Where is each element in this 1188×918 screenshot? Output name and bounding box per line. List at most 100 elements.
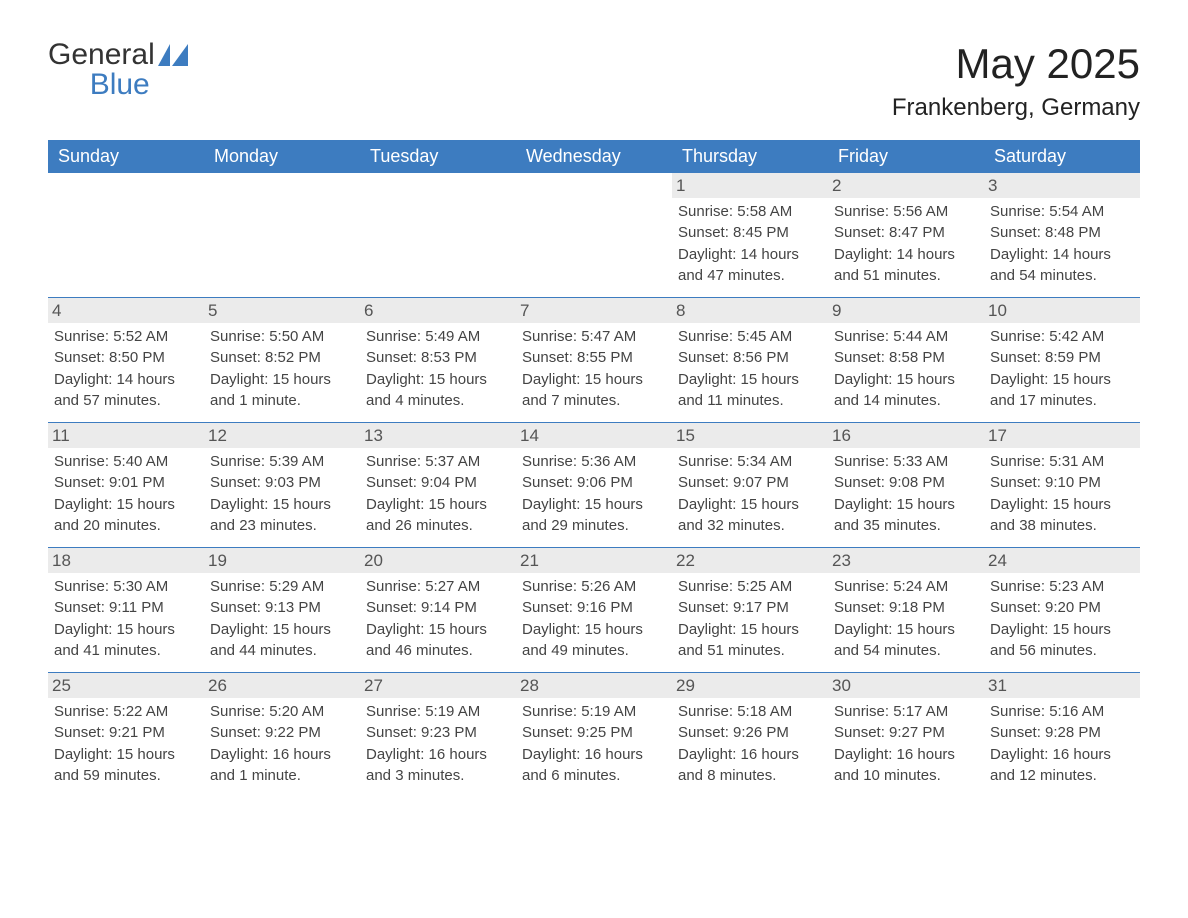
daylight-text-1: Daylight: 15 hours — [210, 620, 354, 640]
day-number: 26 — [204, 673, 360, 698]
day-cell: 25 Sunrise: 5:22 AMSunset: 9:21 PMDayligh… — [48, 673, 204, 797]
daylight-text-1: Daylight: 15 hours — [678, 495, 822, 515]
day-details: Sunrise: 5:45 AMSunset: 8:56 PMDaylight:… — [678, 327, 822, 412]
day-number: 21 — [516, 548, 672, 573]
month-title: May 2025 — [892, 40, 1140, 88]
day-cell: 26 Sunrise: 5:20 AMSunset: 9:22 PMDayligh… — [204, 673, 360, 797]
day-details: Sunrise: 5:42 AMSunset: 8:59 PMDaylight:… — [990, 327, 1134, 412]
day-cell — [48, 173, 204, 297]
day-details: Sunrise: 5:50 AMSunset: 8:52 PMDaylight:… — [210, 327, 354, 412]
day-number: 25 — [48, 673, 204, 698]
day-number: 29 — [672, 673, 828, 698]
sunset-text: Sunset: 9:20 PM — [990, 598, 1134, 618]
day-cell: 7Sunrise: 5:47 AMSunset: 8:55 PMDaylight… — [516, 298, 672, 422]
daylight-text-1: Daylight: 15 hours — [210, 495, 354, 515]
daylight-text-2: and 10 minutes. — [834, 766, 978, 786]
day-number: 3 — [984, 173, 1140, 198]
daylight-text-2: and 35 minutes. — [834, 516, 978, 536]
brand-word-1: General — [48, 38, 155, 71]
day-number: 6 — [360, 298, 516, 323]
sunset-text: Sunset: 8:58 PM — [834, 348, 978, 368]
sunrise-text: Sunrise: 5:34 AM — [678, 452, 822, 472]
sunrise-text: Sunrise: 5:30 AM — [54, 577, 198, 597]
sunset-text: Sunset: 9:01 PM — [54, 473, 198, 493]
day-details: Sunrise: 5:20 AMSunset: 9:22 PMDaylight:… — [210, 702, 354, 787]
day-details: Sunrise: 5:44 AMSunset: 8:58 PMDaylight:… — [834, 327, 978, 412]
daylight-text-1: Daylight: 15 hours — [54, 495, 198, 515]
day-number: 30 — [828, 673, 984, 698]
daylight-text-2: and 51 minutes. — [678, 641, 822, 661]
daylight-text-1: Daylight: 15 hours — [522, 620, 666, 640]
sunrise-text: Sunrise: 5:54 AM — [990, 202, 1134, 222]
day-number: 5 — [204, 298, 360, 323]
daylight-text-2: and 44 minutes. — [210, 641, 354, 661]
sunset-text: Sunset: 9:07 PM — [678, 473, 822, 493]
weekday-header: Friday — [828, 140, 984, 173]
daylight-text-2: and 3 minutes. — [366, 766, 510, 786]
sunset-text: Sunset: 9:14 PM — [366, 598, 510, 618]
weekday-header: Tuesday — [360, 140, 516, 173]
sunrise-text: Sunrise: 5:49 AM — [366, 327, 510, 347]
daylight-text-1: Daylight: 14 hours — [678, 245, 822, 265]
day-cell: 29 Sunrise: 5:18 AMSunset: 9:26 PMDayligh… — [672, 673, 828, 797]
daylight-text-2: and 56 minutes. — [990, 641, 1134, 661]
day-number: 15 — [672, 423, 828, 448]
sunset-text: Sunset: 9:06 PM — [522, 473, 666, 493]
day-number: 23 — [828, 548, 984, 573]
day-cell: 23Sunrise: 5:24 AMSunset: 9:18 PMDayligh… — [828, 548, 984, 672]
sunset-text: Sunset: 9:11 PM — [54, 598, 198, 618]
day-number: 1 — [672, 173, 828, 198]
day-cell: 5 Sunrise: 5:50 AMSunset: 8:52 PMDaylight… — [204, 298, 360, 422]
day-cell: 14Sunrise: 5:36 AMSunset: 9:06 PMDayligh… — [516, 423, 672, 547]
calendar-body: 1Sunrise: 5:58 AMSunset: 8:45 PMDaylight… — [48, 173, 1140, 797]
daylight-text-1: Daylight: 15 hours — [54, 745, 198, 765]
sunset-text: Sunset: 9:21 PM — [54, 723, 198, 743]
sunrise-text: Sunrise: 5:20 AM — [210, 702, 354, 722]
day-cell: 17Sunrise: 5:31 AMSunset: 9:10 PMDayligh… — [984, 423, 1140, 547]
daylight-text-1: Daylight: 15 hours — [366, 370, 510, 390]
sunrise-text: Sunrise: 5:36 AM — [522, 452, 666, 472]
daylight-text-2: and 46 minutes. — [366, 641, 510, 661]
daylight-text-1: Daylight: 15 hours — [678, 370, 822, 390]
day-details: Sunrise: 5:36 AMSunset: 9:06 PMDaylight:… — [522, 452, 666, 537]
daylight-text-1: Daylight: 14 hours — [834, 245, 978, 265]
daylight-text-1: Daylight: 15 hours — [366, 495, 510, 515]
day-details: Sunrise: 5:19 AMSunset: 9:23 PMDaylight:… — [366, 702, 510, 787]
daylight-text-1: Daylight: 15 hours — [834, 370, 978, 390]
day-number: 16 — [828, 423, 984, 448]
daylight-text-1: Daylight: 15 hours — [366, 620, 510, 640]
sunrise-text: Sunrise: 5:44 AM — [834, 327, 978, 347]
day-details: Sunrise: 5:39 AMSunset: 9:03 PMDaylight:… — [210, 452, 354, 537]
sunrise-text: Sunrise: 5:50 AM — [210, 327, 354, 347]
day-cell: 19Sunrise: 5:29 AMSunset: 9:13 PMDayligh… — [204, 548, 360, 672]
sunset-text: Sunset: 8:45 PM — [678, 223, 822, 243]
day-number: 10 — [984, 298, 1140, 323]
sunset-text: Sunset: 8:59 PM — [990, 348, 1134, 368]
day-details: Sunrise: 5:23 AMSunset: 9:20 PMDaylight:… — [990, 577, 1134, 662]
sunrise-text: Sunrise: 5:22 AM — [54, 702, 198, 722]
daylight-text-2: and 57 minutes. — [54, 391, 198, 411]
location-subtitle: Frankenberg, Germany — [892, 94, 1140, 122]
daylight-text-1: Daylight: 15 hours — [834, 620, 978, 640]
daylight-text-2: and 11 minutes. — [678, 391, 822, 411]
daylight-text-1: Daylight: 14 hours — [990, 245, 1134, 265]
brand-word-2: Blue — [90, 68, 150, 101]
calendar: SundayMondayTuesdayWednesdayThursdayFrid… — [48, 140, 1140, 797]
daylight-text-1: Daylight: 15 hours — [522, 495, 666, 515]
day-details: Sunrise: 5:18 AMSunset: 9:26 PMDaylight:… — [678, 702, 822, 787]
daylight-text-2: and 59 minutes. — [54, 766, 198, 786]
day-details: Sunrise: 5:27 AMSunset: 9:14 PMDaylight:… — [366, 577, 510, 662]
sunrise-text: Sunrise: 5:17 AM — [834, 702, 978, 722]
sunrise-text: Sunrise: 5:19 AM — [522, 702, 666, 722]
sunrise-text: Sunrise: 5:24 AM — [834, 577, 978, 597]
day-cell: 22Sunrise: 5:25 AMSunset: 9:17 PMDayligh… — [672, 548, 828, 672]
day-details: Sunrise: 5:19 AMSunset: 9:25 PMDaylight:… — [522, 702, 666, 787]
day-cell: 15 Sunrise: 5:34 AMSunset: 9:07 PMDayligh… — [672, 423, 828, 547]
sunrise-text: Sunrise: 5:29 AM — [210, 577, 354, 597]
sunset-text: Sunset: 8:48 PM — [990, 223, 1134, 243]
day-number: 11 — [48, 423, 204, 448]
day-cell: 13Sunrise: 5:37 AMSunset: 9:04 PMDayligh… — [360, 423, 516, 547]
daylight-text-1: Daylight: 16 hours — [834, 745, 978, 765]
weekday-header: Saturday — [984, 140, 1140, 173]
sunrise-text: Sunrise: 5:33 AM — [834, 452, 978, 472]
